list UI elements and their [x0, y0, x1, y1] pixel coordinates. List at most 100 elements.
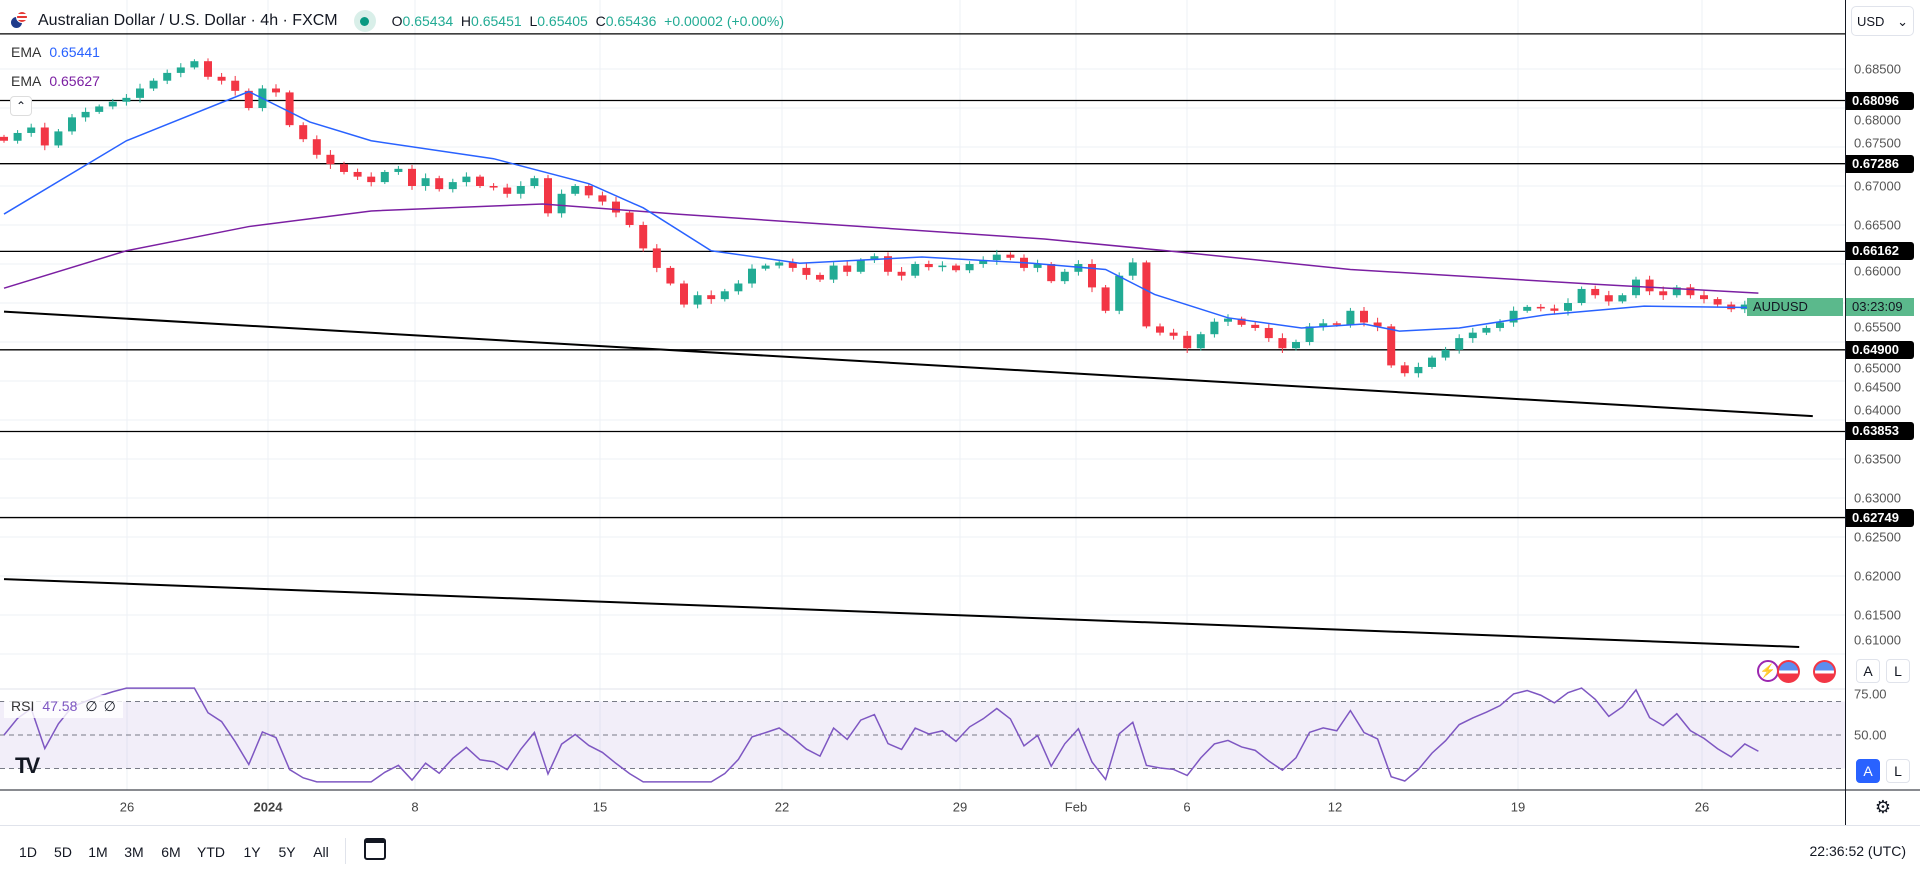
- bottom-toolbar: 1D 5D 1M 3M 6M YTD 1Y 5Y All 22:36:52 (UTC): [0, 825, 1920, 874]
- timeframe-button-6m[interactable]: 6M: [161, 844, 181, 860]
- candle-body: [1550, 308, 1559, 311]
- time-axis-label: 15: [592, 799, 608, 815]
- rsi-tick-label: 75.00: [1854, 686, 1887, 702]
- timeframe-button-3m[interactable]: 3M: [124, 844, 144, 860]
- settings-gear-icon[interactable]: ⚙: [1874, 797, 1892, 817]
- timeframe-button-5d[interactable]: 5D: [54, 844, 72, 860]
- candle-body: [748, 268, 756, 284]
- candle-body: [1196, 334, 1205, 349]
- candle-body: [1672, 287, 1681, 296]
- candle-body: [244, 90, 253, 108]
- candle-body: [1169, 332, 1178, 336]
- candle-body: [1468, 332, 1477, 339]
- timeframe-button-1d[interactable]: 1D: [19, 844, 37, 860]
- candle-body: [870, 256, 879, 261]
- candle-body: [231, 80, 240, 91]
- lightning-event-icon[interactable]: ⚡: [1757, 660, 1779, 682]
- timeframe-button-all[interactable]: All: [313, 844, 329, 860]
- candle-body: [176, 67, 185, 73]
- candle-body: [462, 176, 471, 183]
- price-tick-label: 0.65000: [1854, 360, 1901, 376]
- candle-body: [394, 168, 403, 172]
- rsi-log-scale-button[interactable]: L: [1886, 759, 1910, 783]
- candle-body: [448, 182, 457, 190]
- time-axis-label: 26: [1694, 799, 1710, 815]
- candle-body: [1332, 323, 1341, 325]
- ema-slow-legend[interactable]: EMA 0.65627: [4, 70, 107, 92]
- candle-body: [571, 186, 580, 194]
- tradingview-logo[interactable]: TV: [15, 753, 40, 778]
- candle-body: [924, 264, 933, 268]
- candle-body: [544, 178, 552, 214]
- price-tick-label: 0.67000: [1854, 178, 1901, 194]
- candle-body: [1496, 322, 1504, 328]
- trend-line: [3, 310, 1813, 418]
- level-price-tag: 0.64900: [1846, 340, 1914, 359]
- symbol-title[interactable]: Australian Dollar / U.S. Dollar · 4h · F…: [38, 12, 338, 29]
- timeframe-button-5y[interactable]: 5Y: [278, 844, 296, 860]
- candle-body: [95, 106, 104, 112]
- candle-body: [1400, 365, 1409, 374]
- candle-body: [1591, 288, 1600, 296]
- candle-body: [27, 127, 36, 133]
- candle-body: [285, 92, 294, 126]
- price-tick-label: 0.62000: [1854, 568, 1901, 584]
- currency-dropdown[interactable]: USD ⌄: [1851, 6, 1914, 36]
- rsi-legend[interactable]: RSI 47.58 ∅ ∅: [4, 695, 123, 718]
- timeframe-button-1y[interactable]: 1Y: [243, 844, 261, 860]
- log-scale-button[interactable]: L: [1886, 659, 1910, 683]
- time-axis-label: 12: [1327, 799, 1343, 815]
- candle-body: [516, 186, 525, 194]
- candle-body: [1006, 254, 1015, 258]
- aud-usd-flag-icon: [10, 11, 30, 31]
- level-price-tag: 0.67286: [1846, 154, 1914, 173]
- price-tick-label: 0.68500: [1854, 61, 1901, 77]
- candle-body: [1509, 310, 1518, 323]
- candle-body: [1414, 366, 1423, 374]
- timeframe-button-ytd[interactable]: YTD: [197, 844, 225, 860]
- collapse-legend-button[interactable]: ⌃: [10, 96, 32, 116]
- us-flag-event-icon[interactable]: [1777, 660, 1800, 683]
- time-axis-label: 2024: [253, 799, 283, 815]
- ema-fast-legend[interactable]: EMA 0.65441: [4, 41, 107, 63]
- auto-scale-button[interactable]: A: [1856, 659, 1880, 683]
- time-axis-label: 19: [1510, 799, 1526, 815]
- candle-body: [884, 256, 892, 272]
- timeframe-button-1m[interactable]: 1M: [88, 844, 108, 860]
- candle-body: [503, 187, 512, 194]
- candle-body: [1455, 338, 1464, 350]
- candle-body: [680, 283, 688, 305]
- candle-body: [897, 271, 906, 276]
- candle-body: [1319, 323, 1328, 327]
- price-chart[interactable]: [0, 0, 1920, 825]
- time-axis-label: 26: [119, 799, 135, 815]
- candle-body: [598, 195, 607, 202]
- candle-body: [911, 264, 920, 276]
- candle-body: [1292, 342, 1300, 349]
- clock-timezone[interactable]: 22:36:52 (UTC): [1809, 843, 1906, 859]
- candle-body: [1142, 262, 1151, 327]
- us-flag-event-icon[interactable]: [1813, 660, 1836, 683]
- candle-body: [1373, 322, 1382, 327]
- goto-date-calendar-icon[interactable]: [364, 838, 386, 860]
- candle-body: [530, 178, 539, 186]
- candle-body: [1251, 324, 1260, 328]
- price-tick-label: 0.63500: [1854, 451, 1901, 467]
- candle-body: [435, 178, 444, 190]
- candle-body: [816, 274, 824, 280]
- candle-body: [68, 117, 76, 132]
- candle-body: [163, 72, 172, 81]
- candle-body: [421, 178, 430, 186]
- candle-body: [1536, 306, 1545, 309]
- candle-body: [149, 80, 158, 89]
- candle-body: [829, 265, 838, 280]
- market-status-icon[interactable]: [353, 10, 376, 32]
- time-axis-label: 29: [952, 799, 968, 815]
- price-tick-label: 0.66500: [1854, 217, 1901, 233]
- price-axis[interactable]: [1845, 0, 1920, 825]
- rsi-auto-scale-button[interactable]: A: [1856, 759, 1880, 783]
- ema-slow-line: [3, 203, 1759, 294]
- candle-body: [707, 295, 716, 300]
- candle-body: [122, 97, 131, 102]
- candle-body: [693, 295, 702, 305]
